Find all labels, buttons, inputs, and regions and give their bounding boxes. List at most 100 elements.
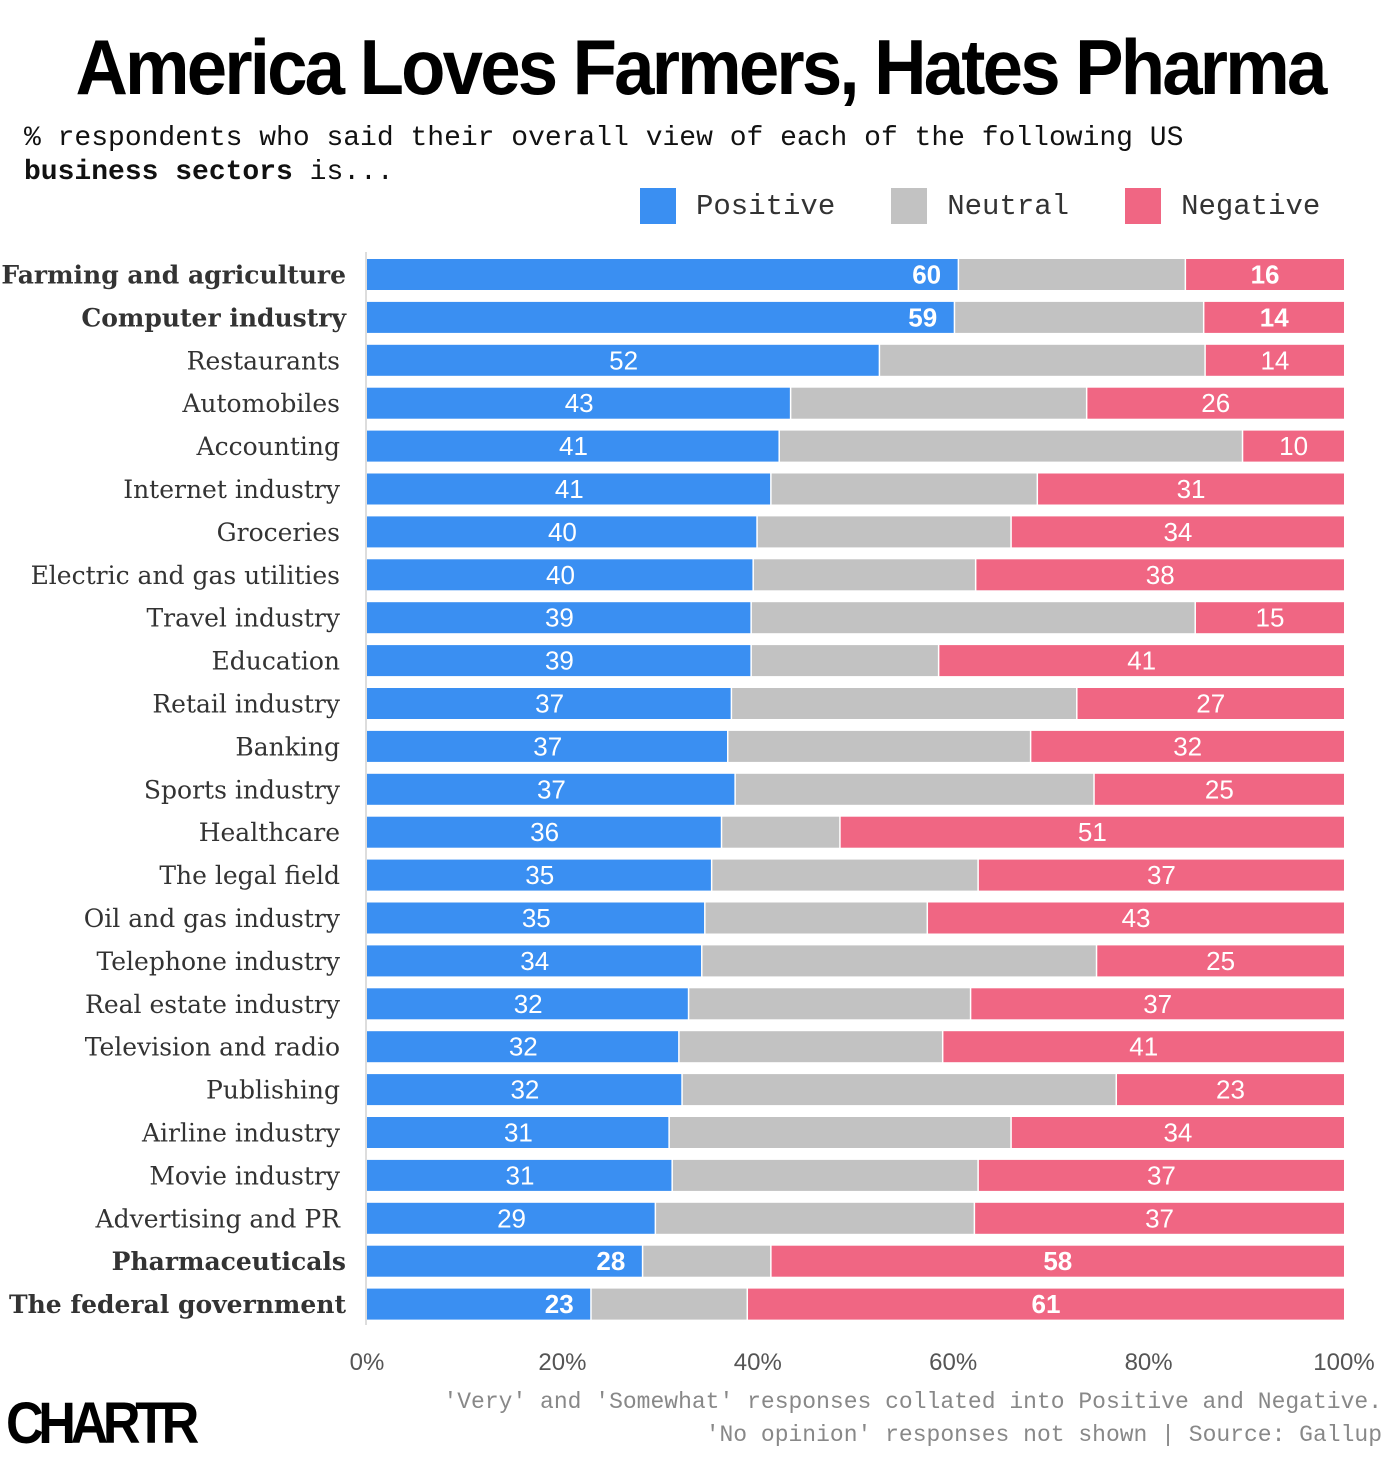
data-label: 36	[530, 817, 559, 847]
bar-positive	[367, 730, 727, 762]
data-label: 32	[509, 1032, 538, 1062]
category-label: Automobiles	[181, 389, 340, 418]
bar-positive	[367, 1245, 642, 1277]
data-label: 14	[1260, 345, 1289, 375]
data-label: 37	[535, 689, 564, 719]
chart-subtitle: % respondents who said their overall vie…	[24, 122, 1324, 190]
legend-label: Positive	[696, 189, 836, 223]
bar-negative	[939, 645, 1344, 677]
data-label: 34	[1163, 1118, 1192, 1148]
category-label: Restaurants	[187, 346, 340, 375]
bar-negative	[971, 988, 1344, 1020]
data-label: 37	[1147, 860, 1176, 890]
data-label: 40	[546, 560, 575, 590]
category-label: Computer industry	[81, 303, 347, 332]
data-label: 25	[1205, 774, 1234, 804]
bar-positive	[367, 859, 711, 891]
bar-negative	[1243, 430, 1344, 462]
category-label: Airline industry	[141, 1119, 341, 1148]
data-label: 60	[912, 260, 941, 290]
legend: Positive Neutral Negative	[640, 188, 1376, 224]
bar-negative	[978, 859, 1344, 891]
data-label: 16	[1251, 260, 1280, 290]
chartr-logo: CHARTR	[6, 1391, 199, 1456]
category-label: Movie industry	[149, 1161, 341, 1190]
source-note: 'Very' and 'Somewhat' responses collated…	[443, 1386, 1382, 1452]
legend-swatch-positive	[640, 188, 676, 224]
bar-negative	[1186, 259, 1344, 290]
data-label: 32	[514, 989, 543, 1019]
bar-positive	[367, 902, 705, 934]
bar-neutral	[669, 1117, 1011, 1148]
category-label: Electric and gas utilities	[31, 561, 340, 590]
bar-positive	[367, 1202, 655, 1234]
bar-positive	[367, 1288, 591, 1320]
data-label: 41	[1129, 1032, 1158, 1062]
legend-label: Negative	[1181, 189, 1321, 223]
bar-positive	[367, 945, 702, 977]
bar-neutral	[735, 773, 1094, 805]
data-label: 43	[565, 388, 594, 418]
category-label: Internet industry	[123, 475, 341, 504]
category-label: Television and radio	[85, 1033, 340, 1062]
data-label: 51	[1078, 817, 1107, 847]
bar-negative	[1087, 387, 1344, 419]
bar-negative	[1038, 473, 1344, 505]
category-label: Travel industry	[146, 604, 340, 633]
bar-negative	[1195, 602, 1344, 634]
data-label: 52	[609, 345, 638, 375]
bar-neutral	[751, 602, 1195, 634]
bar-negative	[1077, 688, 1344, 719]
data-label: 31	[506, 1160, 535, 1190]
bar-neutral	[955, 301, 1203, 333]
bar-positive	[367, 1074, 682, 1106]
category-label: Real estate industry	[85, 990, 341, 1019]
data-label: 34	[520, 946, 549, 976]
category-label: Oil and gas industry	[84, 904, 341, 933]
data-label: 37	[533, 731, 562, 761]
category-label: The legal field	[159, 861, 340, 890]
bar-neutral	[791, 387, 1086, 419]
bar-positive	[367, 516, 757, 548]
data-label: 27	[1196, 689, 1225, 719]
bar-negative	[748, 1288, 1344, 1320]
legend-swatch-negative	[1125, 188, 1162, 224]
category-label: Healthcare	[199, 818, 340, 847]
bar-neutral	[753, 559, 975, 591]
category-label: Groceries	[217, 518, 340, 547]
bar-neutral	[643, 1245, 771, 1277]
category-label: Telephone industry	[97, 947, 341, 976]
data-label: 28	[596, 1246, 625, 1276]
data-label: 41	[555, 474, 584, 504]
bar-negative	[1117, 1074, 1344, 1106]
bar-negative	[943, 1031, 1344, 1063]
data-label: 10	[1279, 431, 1308, 461]
bar-neutral	[679, 1031, 942, 1063]
bar-negative	[1097, 945, 1344, 977]
category-label: Pharmaceuticals	[112, 1247, 346, 1276]
data-label: 37	[1145, 1203, 1174, 1233]
data-label: 31	[1177, 474, 1206, 504]
bar-negative	[840, 816, 1344, 848]
x-tick-label: 80%	[1125, 1349, 1173, 1376]
bar-negative	[771, 1245, 1344, 1277]
x-tick-label: 0%	[350, 1349, 385, 1376]
chart-title: America Loves Farmers, Hates Pharma	[75, 23, 1327, 111]
category-label: Farming and agriculture	[1, 261, 346, 290]
data-label: 41	[559, 431, 588, 461]
bar-positive	[367, 301, 954, 333]
bar-positive	[367, 645, 751, 677]
category-label: The federal government	[9, 1290, 346, 1319]
data-label: 35	[522, 903, 551, 933]
note-line: 'No opinion' responses not shown | Sourc…	[705, 1422, 1382, 1448]
legend-label: Neutral	[947, 189, 1070, 223]
data-label: 38	[1146, 560, 1175, 590]
bar-neutral	[712, 859, 978, 891]
bar-positive	[367, 773, 735, 805]
category-label: Education	[212, 647, 340, 676]
data-label: 23	[1216, 1075, 1245, 1105]
bar-positive	[367, 1159, 672, 1191]
bar-negative	[975, 1202, 1344, 1234]
bar-negative	[1031, 730, 1344, 762]
data-label: 14	[1260, 302, 1289, 332]
